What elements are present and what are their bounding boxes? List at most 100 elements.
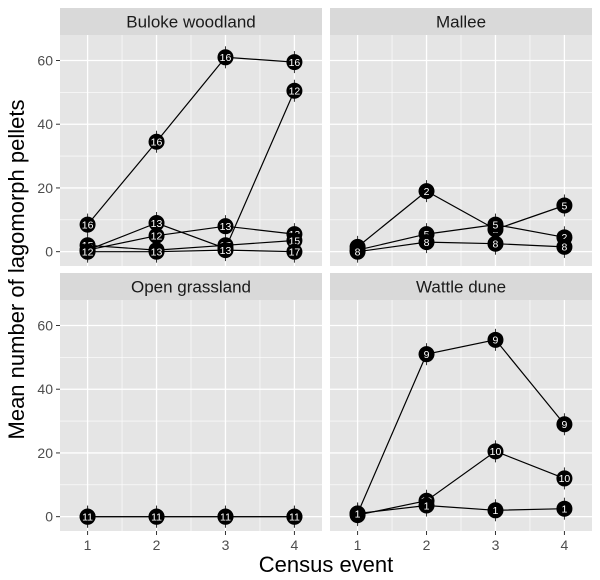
- point-label: 1: [561, 503, 567, 515]
- data-point: [487, 216, 504, 233]
- facet-strip: [60, 273, 322, 300]
- x-tick-label: 3: [492, 537, 500, 553]
- x-tick-label: 2: [153, 537, 161, 553]
- data-point: [418, 234, 435, 251]
- data-point: [286, 508, 303, 525]
- facet-strip: [60, 8, 322, 35]
- point-label: 16: [151, 137, 163, 149]
- point-label: 5: [561, 200, 567, 212]
- point-label: 11: [151, 511, 162, 523]
- y-tick-label: 0: [45, 244, 53, 260]
- data-point: [148, 214, 165, 231]
- y-tick-label: 20: [37, 180, 53, 196]
- data-point: [286, 232, 303, 249]
- point-label: 13: [151, 218, 163, 230]
- series-line: [87, 225, 295, 251]
- point-label: 8: [493, 238, 499, 250]
- facet-open-grassland: Open grassland11811811111111: [60, 273, 322, 531]
- data-point: [79, 508, 96, 525]
- data-point: [487, 502, 504, 519]
- x-tick-label: 4: [291, 537, 299, 553]
- facet-strip: [330, 8, 592, 35]
- data-point: [349, 243, 366, 260]
- point-label: 9: [493, 335, 499, 347]
- data-point: [556, 197, 573, 214]
- point-label: 13: [220, 245, 232, 257]
- data-point: [487, 443, 504, 460]
- data-point: [556, 416, 573, 433]
- point-label: 2: [561, 232, 567, 244]
- data-point: [217, 508, 234, 525]
- data-point: [418, 183, 435, 200]
- facet-title: Buloke woodland: [126, 13, 255, 32]
- point-label: 16: [82, 219, 94, 231]
- point-label: 9: [424, 349, 430, 361]
- data-point: [217, 218, 234, 235]
- data-point: [286, 54, 303, 71]
- data-point: [556, 500, 573, 517]
- series-line: [87, 239, 295, 251]
- point-label: 11: [289, 511, 300, 523]
- facet-title: Open grassland: [131, 278, 251, 297]
- y-tick-label: 60: [37, 317, 53, 333]
- x-axis-title: Census event: [259, 552, 394, 577]
- facet-title: Mallee: [436, 13, 486, 32]
- data-point: [556, 470, 573, 487]
- point-label: 1: [493, 505, 499, 517]
- x-tick-label: 1: [84, 537, 92, 553]
- data-point: [148, 508, 165, 525]
- data-point: [487, 331, 504, 348]
- point-label: 11: [220, 511, 231, 523]
- series-line: [87, 90, 295, 251]
- y-tick-label: 0: [45, 509, 53, 525]
- y-tick-label: 40: [37, 381, 53, 397]
- facet-mallee: Mallee222585528888: [330, 8, 592, 266]
- facet-buloke-woodland: Buloke woodland1616161612131212121213131…: [60, 8, 322, 266]
- series-line: [357, 223, 565, 251]
- data-point: [286, 243, 303, 260]
- point-label: 2: [424, 186, 430, 198]
- data-point: [349, 505, 366, 522]
- data-point: [217, 49, 234, 66]
- data-point: [286, 82, 303, 99]
- series-line: [87, 56, 295, 225]
- point-label: 8: [424, 237, 430, 249]
- point-label: 13: [151, 246, 163, 258]
- series-line: [87, 249, 295, 253]
- x-tick-label: 2: [423, 537, 431, 553]
- x-tick-label: 4: [561, 537, 569, 553]
- point-label: 1: [424, 500, 430, 512]
- data-point: [418, 346, 435, 363]
- point-label: 15: [289, 235, 301, 247]
- x-tick-label: 1: [354, 537, 362, 553]
- point-label: 17: [289, 246, 301, 258]
- facet-wattle-dune: Wattle dune9999101010101111: [330, 273, 592, 531]
- facet-title: Wattle dune: [416, 278, 506, 297]
- point-label: 8: [561, 242, 567, 254]
- x-tick-label: 3: [222, 537, 230, 553]
- series-line: [357, 190, 565, 248]
- data-point: [148, 133, 165, 150]
- point-label: 12: [82, 246, 94, 258]
- point-label: 8: [355, 246, 361, 258]
- y-tick-label: 20: [37, 445, 53, 461]
- data-point: [148, 227, 165, 244]
- point-label: 12: [289, 86, 301, 98]
- y-axis-title: Mean number of lagomorph pellets: [4, 100, 29, 440]
- y-tick-label: 40: [37, 116, 53, 132]
- data-point: [418, 497, 435, 514]
- point-label: 9: [561, 419, 567, 431]
- point-label: 12: [151, 231, 163, 243]
- series-line: [357, 450, 565, 516]
- data-point: [79, 243, 96, 260]
- point-label: 1: [355, 508, 361, 520]
- data-point: [148, 243, 165, 260]
- point-label: 5: [493, 219, 499, 231]
- series-line: [357, 339, 565, 514]
- facet-strip: [330, 273, 592, 300]
- data-point: [217, 242, 234, 259]
- point-label: 16: [289, 57, 301, 69]
- data-point: [79, 216, 96, 233]
- y-tick-label: 60: [37, 52, 53, 68]
